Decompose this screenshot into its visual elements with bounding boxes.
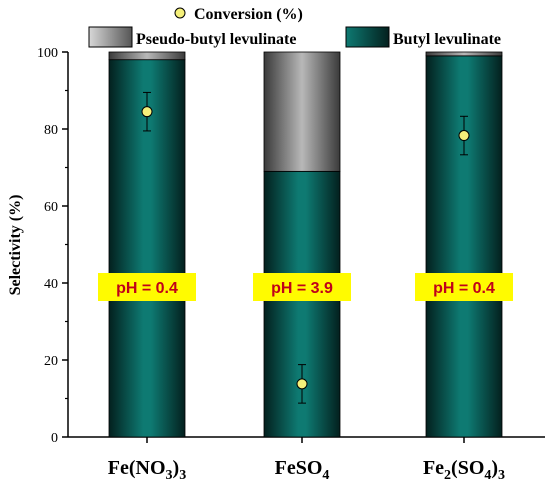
y-tick-label: 0 [51,431,58,446]
bar-pseudo-butyl-levulinate [425,51,503,57]
ph-label: pH = 0.4 [116,280,178,297]
legend-conversion-marker [174,7,186,19]
conversion-point [458,130,470,142]
legend-butyl-swatch [345,26,390,48]
conversion-points [141,91,470,404]
category-labels: Fe(NO3)3 FeSO4 Fe2(SO4)3 [108,457,505,483]
ph-label-box [253,273,351,301]
bar-butyl-levulinate [425,55,503,438]
ph-label-box [98,273,196,301]
y-tick-label: 20 [44,354,58,369]
x-tick-label: FeSO4 [275,457,330,483]
bar-pseudo-butyl-levulinate [108,51,186,61]
legend-pseudo-swatch [88,26,133,48]
ph-label: pH = 0.4 [433,280,495,297]
conversion-point [141,106,153,118]
bars [108,51,503,438]
conversion-point [296,378,308,390]
ph-labels: pH = 0.4 pH = 3.9 pH = 0.4 [98,273,513,301]
y-axis-label: Selectivity (%) [7,195,24,296]
bar-pseudo-butyl-levulinate [263,51,341,172]
ph-label-box [415,273,513,301]
x-tick-label: Fe(NO3)3 [108,457,186,483]
y-tick-label: 80 [44,123,58,138]
x-tick-label: Fe2(SO4)3 [423,457,505,483]
legend-butyl-label: Butyl levulinate [393,31,501,48]
y-tick-label: 100 [37,46,58,61]
legend: Conversion (%) Pseudo-butyl levulinate B… [88,6,501,48]
y-tick-label: 40 [44,277,58,292]
legend-pseudo-label: Pseudo-butyl levulinate [136,31,296,48]
ph-label: pH = 3.9 [271,280,333,297]
legend-conversion-label: Conversion (%) [194,6,303,23]
y-tick-label: 60 [44,200,58,215]
